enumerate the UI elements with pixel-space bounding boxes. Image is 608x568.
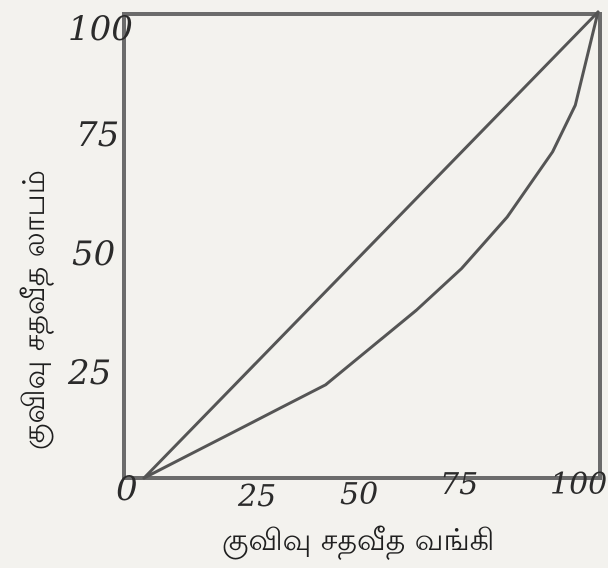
- origin-label: 0: [116, 469, 138, 509]
- plot-frame: [122, 12, 602, 480]
- x-tick-25: 25: [237, 479, 276, 514]
- x-tick-100: 100: [550, 467, 607, 502]
- y-tick-75: 75: [76, 115, 119, 155]
- x-tick-75: 75: [440, 467, 478, 502]
- series-line-diagonal: [142, 10, 600, 480]
- y-tick-50: 50: [72, 234, 115, 274]
- y-tick-25: 25: [67, 353, 111, 393]
- x-tick-50: 50: [340, 477, 378, 512]
- series-line-curve: [142, 10, 600, 480]
- y-axis-label: குவிவு சதவீத லாபம்: [17, 170, 54, 450]
- y-tick-100: 100: [68, 9, 133, 49]
- x-axis-label: குவிவு சதவீத வங்கி: [222, 523, 494, 560]
- series-group: [142, 10, 600, 480]
